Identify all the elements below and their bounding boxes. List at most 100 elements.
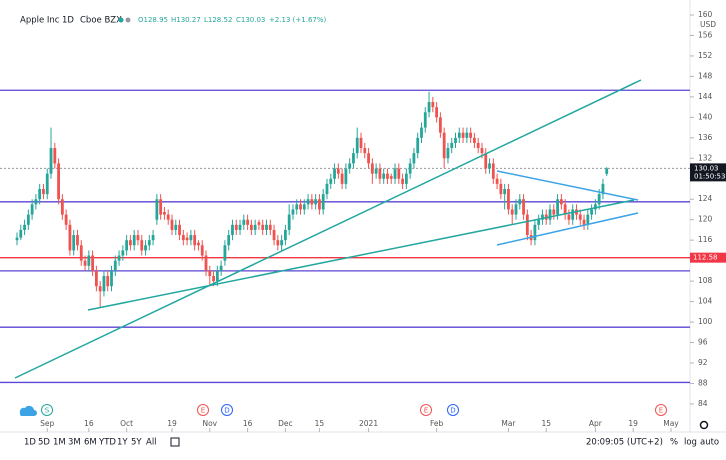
last-price-bg (690, 163, 726, 182)
candle-body (329, 178, 333, 184)
candle-body (310, 199, 314, 205)
event-label[interactable]: D (224, 407, 229, 415)
candle-body (129, 240, 132, 246)
candle-body (110, 270, 113, 287)
event-label[interactable]: E (659, 407, 663, 415)
candle-body (68, 224, 72, 251)
event-marker[interactable] (221, 404, 233, 416)
candle-body (507, 188, 510, 210)
candle-body (306, 199, 310, 205)
candle-body (495, 178, 499, 184)
range-button[interactable]: All (146, 438, 157, 448)
event-label[interactable]: S (45, 407, 50, 415)
candle-body (552, 209, 556, 215)
range-button[interactable]: 6M (84, 438, 97, 448)
triangle-lower[interactable] (496, 212, 639, 246)
candle-body (514, 204, 518, 215)
candle-body (465, 132, 469, 138)
event-marker[interactable] (197, 404, 209, 416)
event-marker[interactable] (41, 404, 53, 416)
candle-body (404, 173, 408, 184)
candle-body (359, 137, 363, 149)
x-tick-label: 19 (167, 419, 177, 428)
candle-body (53, 148, 57, 164)
candle-body (246, 219, 249, 225)
event-marker[interactable] (420, 404, 432, 416)
y-tick-label: 100 (698, 317, 713, 326)
range-button[interactable]: 3M (68, 438, 81, 448)
candle-body (567, 214, 571, 220)
currency[interactable]: USD (700, 20, 716, 29)
candle-body (215, 270, 219, 282)
auto-toggle[interactable]: auto (700, 438, 719, 448)
log-toggle[interactable]: log (684, 438, 697, 448)
range-button[interactable]: 5Y (131, 438, 142, 448)
percent-toggle[interactable]: % (670, 438, 678, 448)
candle-body (234, 224, 238, 230)
y-tick-label: 96 (698, 338, 708, 347)
triangle-upper[interactable] (496, 170, 639, 201)
ohlc-change: +2.13 (+1.67%) (269, 16, 327, 24)
range-button[interactable]: 1D (24, 438, 36, 448)
interval[interactable]: 1D (62, 16, 74, 26)
candle-body (223, 245, 227, 261)
candle-body (393, 168, 397, 179)
event-marker[interactable] (447, 404, 459, 416)
candle-body (151, 235, 155, 241)
ohlc-low: L128.52 (204, 16, 232, 24)
candle-body (518, 199, 522, 205)
y-tick-label: 84 (698, 399, 708, 408)
candle-body (355, 137, 359, 154)
candle-body (321, 194, 325, 210)
range-button[interactable]: 5D (38, 438, 50, 448)
candle-body (352, 153, 355, 164)
exchange[interactable]: Cboe BZX (80, 16, 122, 26)
candle-body (537, 219, 541, 225)
candle-body (450, 142, 454, 149)
candle-body (185, 237, 189, 241)
candle-body (15, 237, 19, 241)
range-button[interactable]: YTD (98, 438, 116, 448)
candle-body (435, 107, 439, 118)
event-label[interactable]: E (201, 407, 205, 415)
candle-body (155, 199, 159, 220)
candle-body (34, 199, 38, 205)
calendar-icon[interactable] (170, 437, 180, 447)
range-button[interactable]: 1M (53, 438, 66, 448)
candle-body (446, 148, 450, 159)
settings-icon[interactable] (699, 420, 709, 430)
event-marker[interactable] (655, 404, 667, 416)
candle-body (42, 188, 45, 195)
candle-body (30, 204, 34, 215)
event-label[interactable]: E (424, 407, 428, 415)
candle-body (601, 183, 605, 195)
symbol[interactable]: Apple Inc (20, 16, 60, 26)
range-button[interactable]: 1Y (117, 438, 128, 448)
candle-body (491, 163, 495, 179)
candle-body (19, 229, 23, 238)
event-label[interactable]: D (450, 407, 455, 415)
y-tick-label: 120 (698, 215, 713, 224)
trend-line[interactable] (87, 199, 635, 311)
candle-body (522, 199, 525, 215)
candle-body (556, 199, 559, 215)
x-tick-label: 15 (541, 419, 551, 428)
plot: 8488929610010410811211612012412813213614… (0, 10, 726, 432)
countdown-label: 01:50:53 (694, 172, 725, 180)
cloud-icon[interactable] (19, 405, 37, 416)
x-tick-label: Sep (40, 419, 54, 428)
candle-body (174, 224, 178, 230)
candle-body (533, 224, 537, 241)
trend-line[interactable] (14, 79, 642, 379)
candle-body (525, 214, 529, 236)
candle-body (378, 168, 382, 179)
ohlc-close: C130.03 (236, 16, 265, 24)
candle-body (363, 148, 367, 154)
candle-body (340, 173, 344, 184)
candle-body (272, 229, 276, 241)
candle-body (541, 214, 544, 220)
candle-body (102, 275, 106, 292)
candle-body (302, 204, 306, 210)
toolbar: 1D 5D 1M 3M 6M YTD 1Y 5Y All (24, 438, 157, 448)
